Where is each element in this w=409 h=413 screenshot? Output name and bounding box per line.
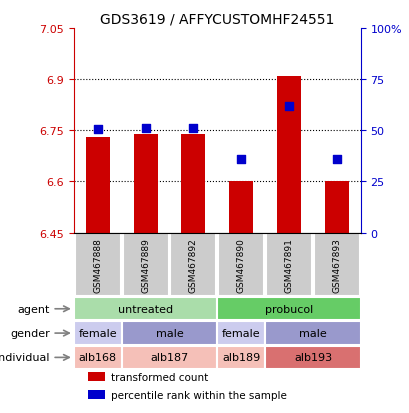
Bar bbox=[85, 138, 109, 233]
Point bbox=[237, 157, 244, 163]
FancyBboxPatch shape bbox=[74, 297, 217, 320]
FancyBboxPatch shape bbox=[265, 346, 360, 369]
Text: gender: gender bbox=[10, 328, 50, 338]
Text: female: female bbox=[78, 328, 117, 338]
Text: female: female bbox=[221, 328, 260, 338]
FancyBboxPatch shape bbox=[74, 322, 121, 345]
FancyBboxPatch shape bbox=[218, 234, 263, 296]
Text: GSM467888: GSM467888 bbox=[93, 237, 102, 292]
Text: untreated: untreated bbox=[118, 304, 173, 314]
Point bbox=[285, 104, 292, 111]
Text: alb193: alb193 bbox=[293, 353, 331, 363]
Text: GSM467891: GSM467891 bbox=[284, 237, 293, 292]
Point bbox=[333, 157, 339, 163]
Text: GSM467892: GSM467892 bbox=[189, 238, 198, 292]
Text: GSM467890: GSM467890 bbox=[236, 237, 245, 292]
Text: male: male bbox=[298, 328, 326, 338]
Text: GSM467893: GSM467893 bbox=[332, 237, 341, 292]
Point bbox=[142, 125, 148, 132]
Bar bbox=[181, 134, 205, 233]
Text: alb189: alb189 bbox=[222, 353, 260, 363]
FancyBboxPatch shape bbox=[74, 234, 120, 296]
Point bbox=[94, 126, 101, 133]
Text: probucol: probucol bbox=[264, 304, 312, 314]
FancyBboxPatch shape bbox=[313, 234, 359, 296]
Point bbox=[190, 125, 196, 132]
FancyBboxPatch shape bbox=[265, 234, 311, 296]
Text: agent: agent bbox=[18, 304, 50, 314]
Bar bbox=[88, 390, 105, 399]
FancyBboxPatch shape bbox=[74, 346, 121, 369]
FancyBboxPatch shape bbox=[265, 322, 360, 345]
Text: individual: individual bbox=[0, 353, 50, 363]
FancyBboxPatch shape bbox=[121, 322, 217, 345]
Text: alb187: alb187 bbox=[150, 353, 188, 363]
FancyBboxPatch shape bbox=[217, 297, 360, 320]
Text: male: male bbox=[155, 328, 183, 338]
Bar bbox=[276, 76, 300, 233]
Text: percentile rank within the sample: percentile rank within the sample bbox=[111, 389, 286, 399]
Title: GDS3619 / AFFYCUSTOMHF24551: GDS3619 / AFFYCUSTOMHF24551 bbox=[100, 12, 334, 26]
FancyBboxPatch shape bbox=[121, 346, 217, 369]
Bar bbox=[133, 134, 157, 233]
FancyBboxPatch shape bbox=[122, 234, 168, 296]
FancyBboxPatch shape bbox=[217, 322, 265, 345]
Bar bbox=[324, 182, 348, 233]
Text: alb168: alb168 bbox=[79, 353, 117, 363]
Text: GSM467889: GSM467889 bbox=[141, 237, 150, 292]
Bar bbox=[229, 182, 252, 233]
FancyBboxPatch shape bbox=[170, 234, 216, 296]
Text: transformed count: transformed count bbox=[111, 372, 208, 382]
FancyBboxPatch shape bbox=[217, 346, 265, 369]
Bar bbox=[88, 373, 105, 381]
